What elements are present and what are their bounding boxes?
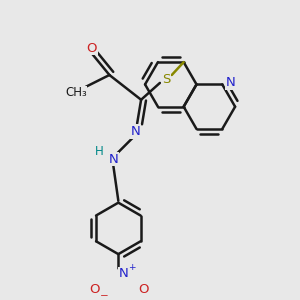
Text: O: O bbox=[89, 283, 100, 296]
Text: CH₃: CH₃ bbox=[65, 86, 87, 99]
Text: S: S bbox=[162, 74, 170, 86]
Text: N: N bbox=[130, 125, 140, 138]
Text: H: H bbox=[95, 145, 104, 158]
Text: N: N bbox=[109, 153, 118, 166]
Text: O: O bbox=[138, 283, 148, 296]
Text: −: − bbox=[100, 291, 109, 300]
Text: N: N bbox=[118, 267, 128, 280]
Text: O: O bbox=[86, 42, 97, 55]
Text: N: N bbox=[225, 76, 235, 89]
Text: +: + bbox=[128, 263, 136, 272]
